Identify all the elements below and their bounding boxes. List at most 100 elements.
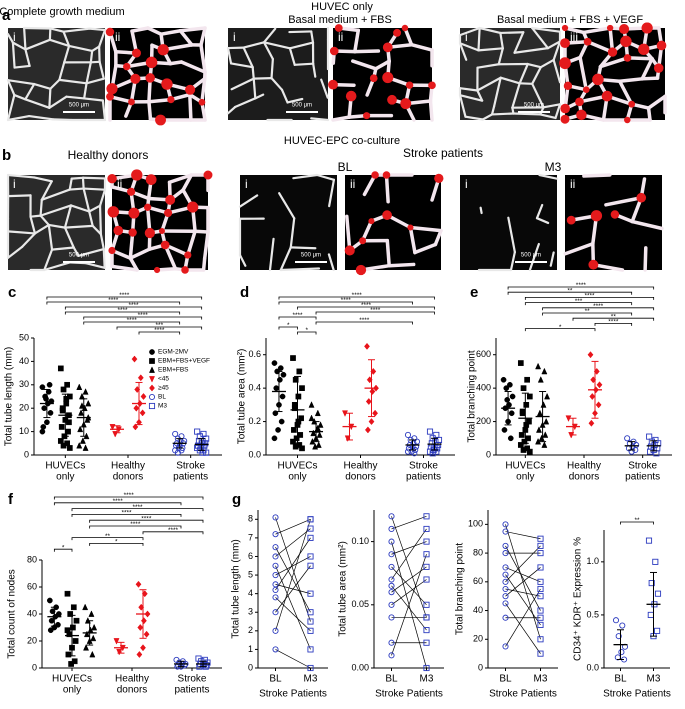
- data-point: [537, 607, 544, 614]
- vessel: [178, 29, 194, 47]
- x-tick-label: patients: [173, 472, 208, 483]
- vessel: [81, 176, 107, 180]
- significance-label: ****: [141, 515, 152, 522]
- image-label: i: [465, 177, 468, 191]
- junction: [132, 48, 141, 58]
- junction: [621, 36, 631, 47]
- data-point: [137, 624, 144, 631]
- vessel: [408, 225, 443, 233]
- significance-bracket: [116, 326, 203, 330]
- x-axis-label: Stroke Patients: [603, 689, 671, 700]
- significance-label: ****: [576, 282, 587, 289]
- vessel: [646, 106, 652, 122]
- significance-label: ***: [575, 298, 583, 305]
- data-point: [388, 538, 395, 545]
- y-tick-label: 4: [248, 588, 253, 598]
- vessel: [202, 230, 210, 261]
- vessel: [63, 226, 75, 249]
- data-point: [48, 617, 55, 624]
- data-point: [82, 444, 89, 451]
- vessel: [539, 58, 555, 69]
- data-point: [423, 614, 430, 621]
- image-label: i: [245, 177, 248, 191]
- data-point: [277, 376, 283, 383]
- junction: [623, 54, 632, 62]
- data-point: [388, 525, 395, 533]
- junction: [164, 208, 173, 218]
- vessel: [89, 60, 101, 64]
- significance-label: **: [634, 517, 640, 524]
- significance-label: **: [611, 313, 617, 320]
- vessel: [229, 62, 254, 69]
- vessel: [413, 242, 438, 255]
- vessel: [492, 76, 502, 108]
- significance-bracket: [64, 306, 203, 310]
- significance-bracket: [71, 514, 182, 517]
- significance-label: ****: [117, 307, 128, 314]
- pair-line: [505, 603, 541, 654]
- data-point: [140, 644, 146, 652]
- vessel: [408, 225, 417, 255]
- data-point: [280, 371, 287, 378]
- pair-line: [275, 597, 311, 632]
- vessel: [21, 232, 37, 249]
- x-tick-label: Healthy: [115, 674, 149, 685]
- y-tick-label: 0.4: [248, 383, 261, 393]
- data-point: [307, 525, 314, 532]
- vessel: [6, 114, 31, 122]
- micrograph: [328, 24, 436, 122]
- vessel: [270, 77, 284, 91]
- junction: [559, 57, 571, 70]
- x-tick-label: Stroke: [409, 461, 438, 472]
- y-axis-label: Total branching point: [455, 543, 466, 636]
- data-point: [518, 432, 525, 438]
- significance-bracket: [542, 307, 655, 311]
- data-point: [523, 402, 530, 408]
- vessel: [193, 229, 210, 234]
- significance-label: ****: [584, 293, 595, 300]
- vessel: [387, 262, 416, 268]
- vessel: [48, 95, 68, 109]
- significance-bracket: [315, 321, 413, 325]
- vessel: [270, 57, 274, 80]
- y-tick-label: 0.5: [586, 609, 599, 619]
- x-tick-label: donors: [113, 472, 144, 483]
- significance-label: ****: [341, 297, 352, 304]
- x-tick-label: M3: [420, 674, 434, 685]
- legend-marker: [149, 349, 155, 355]
- vessel: [110, 264, 139, 272]
- y-tick-label: 20: [27, 635, 37, 645]
- vessel: [146, 26, 163, 36]
- junction: [434, 173, 444, 184]
- junction: [583, 37, 592, 46]
- data-point: [502, 550, 509, 557]
- data-point: [64, 381, 70, 388]
- vessel: [33, 82, 52, 90]
- data-point: [140, 617, 147, 625]
- data-point: [47, 410, 54, 416]
- vessel: [101, 99, 107, 122]
- legend-marker: [148, 393, 156, 401]
- data-point: [131, 355, 138, 363]
- vessel: [531, 26, 550, 50]
- image-background: [565, 175, 662, 270]
- data-point: [654, 627, 661, 634]
- vessel: [640, 56, 654, 81]
- data-point: [423, 576, 430, 583]
- data-point: [423, 513, 430, 520]
- significance-bracket: [507, 291, 633, 295]
- micrograph: [226, 26, 330, 122]
- vessel: [554, 103, 562, 120]
- data-point: [388, 639, 395, 646]
- data-point: [517, 360, 524, 366]
- legend-marker: [149, 358, 155, 364]
- vessel: [490, 112, 515, 116]
- vessel: [477, 47, 504, 52]
- data-point: [272, 627, 279, 634]
- vessel: [49, 27, 65, 33]
- data-point: [423, 525, 430, 533]
- vessel: [43, 261, 71, 272]
- pair-line: [275, 519, 311, 631]
- junction: [158, 227, 165, 235]
- significance-bracket: [53, 496, 204, 500]
